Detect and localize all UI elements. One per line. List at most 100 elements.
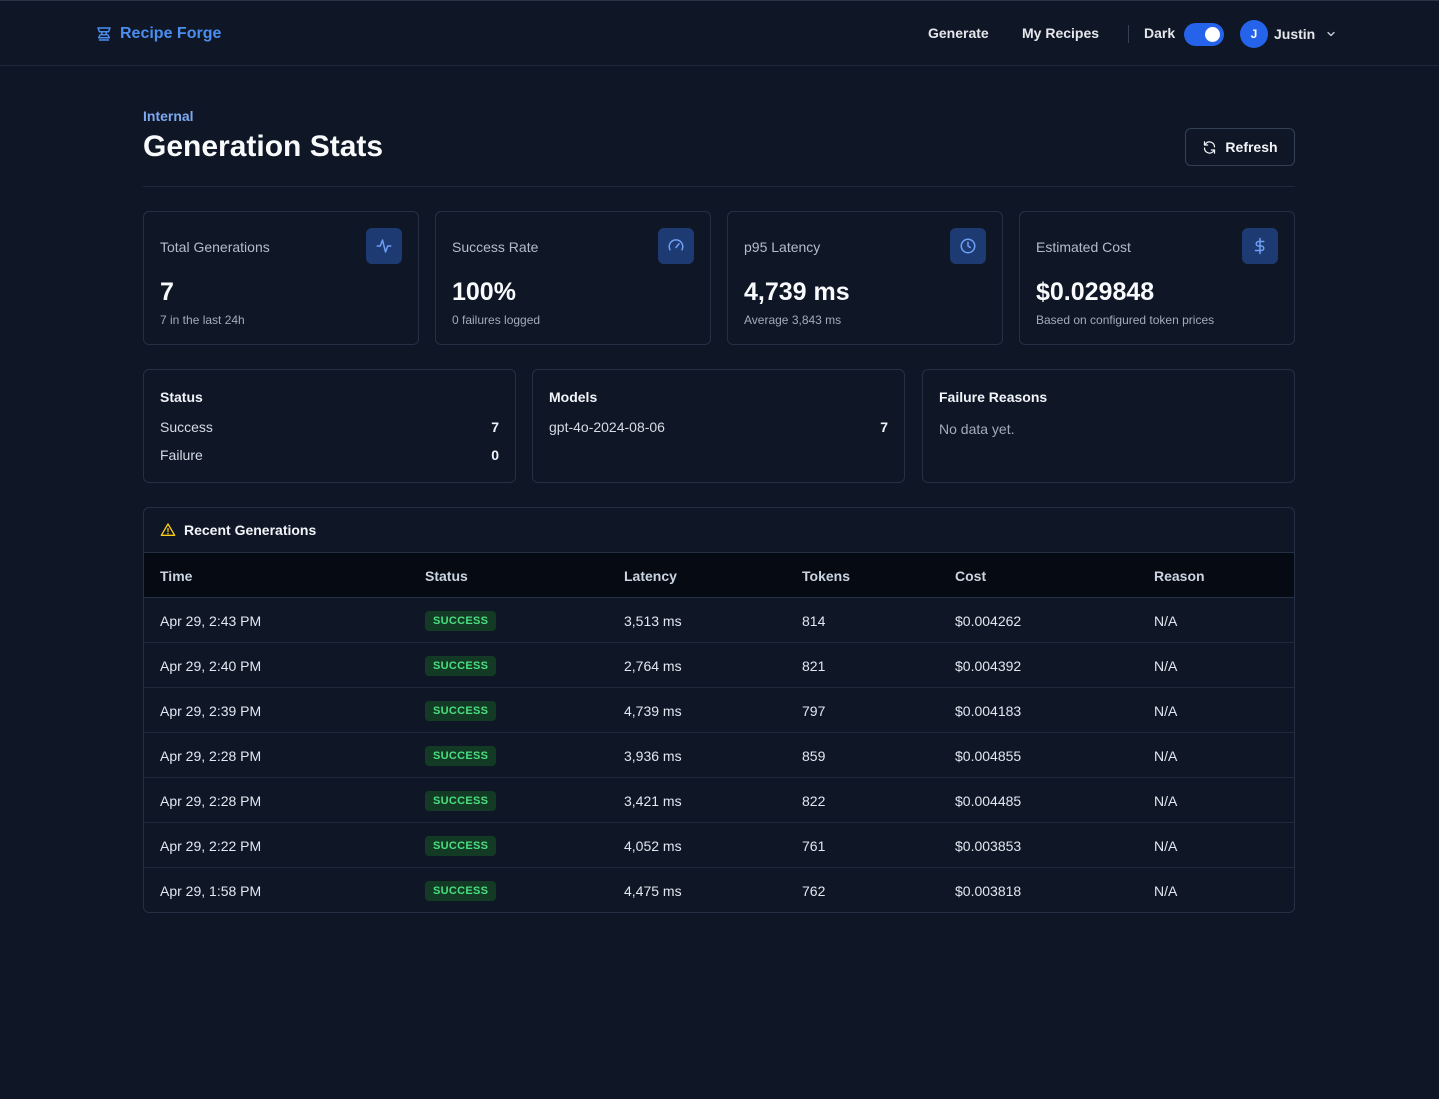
status-badge: SUCCESS (425, 700, 497, 721)
toggle-knob (1205, 27, 1220, 42)
cell-status: SUCCESS (425, 688, 497, 733)
cell-reason: N/A (1154, 612, 1178, 629)
row-label: Failure (160, 447, 203, 463)
stat-subtext: 7 in the last 24h (160, 313, 245, 327)
cell-tokens: 859 (802, 747, 826, 764)
nav-generate[interactable]: Generate (928, 25, 989, 41)
column-header-status[interactable]: Status (425, 567, 468, 584)
stat-label: Success Rate (452, 239, 539, 255)
cell-time: Apr 29, 2:39 PM (160, 702, 262, 719)
empty-state: No data yet. (939, 421, 1015, 437)
row-label: gpt-4o-2024-08-06 (549, 419, 665, 435)
status-badge: SUCCESS (425, 745, 497, 766)
cell-latency: 4,475 ms (624, 882, 682, 899)
cell-latency: 3,513 ms (624, 612, 682, 629)
cell-status: SUCCESS (425, 733, 497, 778)
card-title: Recent Generations (184, 522, 317, 538)
cell-time: Apr 29, 2:28 PM (160, 747, 262, 764)
panel-title: Status (160, 389, 203, 405)
status-row-success: Success 7 (160, 419, 499, 439)
table-row[interactable]: Apr 29, 2:28 PM SUCCESS 3,936 ms 859 $0.0048… (144, 733, 1294, 778)
column-header-latency[interactable]: Latency (624, 567, 677, 584)
cell-tokens: 797 (802, 702, 826, 719)
model-row: gpt-4o-2024-08-06 7 (549, 419, 888, 439)
stat-subtext: Based on configured token prices (1036, 313, 1215, 327)
stat-card-success-rate: Success Rate 100% 0 failures logged (435, 211, 711, 345)
stat-value: 7 (160, 278, 174, 306)
column-header-reason[interactable]: Reason (1154, 567, 1205, 584)
dollar-icon (1242, 228, 1278, 264)
panel-title: Failure Reasons (939, 389, 1048, 405)
table-row[interactable]: Apr 29, 2:40 PM SUCCESS 2,764 ms 821 $0.0043… (144, 643, 1294, 688)
stat-value: 100% (452, 278, 516, 306)
stat-card-estimated-cost: Estimated Cost $0.029848 Based on config… (1019, 211, 1295, 345)
refresh-label: Refresh (1225, 139, 1278, 155)
dark-mode-toggle[interactable] (1184, 23, 1224, 46)
stat-card-total-generations: Total Generations 7 7 in the last 24h (143, 211, 419, 345)
cell-latency: 2,764 ms (624, 657, 682, 674)
status-badge: SUCCESS (425, 655, 497, 676)
cell-time: Apr 29, 2:43 PM (160, 612, 262, 629)
status-badge: SUCCESS (425, 610, 497, 631)
cell-cost: $0.004183 (955, 702, 1022, 719)
status-badge: SUCCESS (425, 790, 497, 811)
card-header: Recent Generations (144, 508, 1294, 553)
warning-icon (160, 523, 176, 536)
nav-my-recipes[interactable]: My Recipes (1022, 25, 1100, 41)
stat-label: Estimated Cost (1036, 239, 1131, 255)
cell-status: SUCCESS (425, 643, 497, 688)
page-title: Generation Stats (143, 130, 384, 163)
cell-time: Apr 29, 2:28 PM (160, 792, 262, 809)
panel-title: Models (549, 389, 598, 405)
cell-cost: $0.004262 (955, 612, 1022, 629)
cell-time: Apr 29, 1:58 PM (160, 882, 262, 899)
cell-reason: N/A (1154, 747, 1178, 764)
table-row[interactable]: Apr 29, 2:39 PM SUCCESS 4,739 ms 797 $0.0041… (144, 688, 1294, 733)
table-row[interactable]: Apr 29, 1:58 PM SUCCESS 4,475 ms 762 $0.0038… (144, 868, 1294, 912)
cell-tokens: 814 (802, 612, 826, 629)
brand-link[interactable]: Recipe Forge (95, 23, 221, 45)
refresh-icon (1204, 140, 1216, 154)
cell-status: SUCCESS (425, 868, 497, 912)
user-menu[interactable]: J Justin (1240, 20, 1337, 48)
row-count: 7 (491, 419, 499, 435)
status-row-failure: Failure 0 (160, 447, 499, 467)
chevron-down-icon (1327, 31, 1335, 37)
table-row[interactable]: Apr 29, 2:22 PM SUCCESS 4,052 ms 761 $0.0038… (144, 823, 1294, 868)
cell-reason: N/A (1154, 657, 1178, 674)
stat-subtext: 0 failures logged (452, 313, 541, 327)
cell-status: SUCCESS (425, 823, 497, 868)
stat-card-p95-latency: p95 Latency 4,739 ms Average 3,843 ms (727, 211, 1003, 345)
table-header: Time Status Latency Tokens Cost Reason (144, 553, 1294, 598)
cell-reason: N/A (1154, 702, 1178, 719)
theme-label: Dark (1144, 25, 1176, 41)
user-name: Justin (1274, 26, 1316, 42)
top-bar: Recipe Forge Generate My Recipes Dark J … (0, 0, 1439, 66)
row-count: 0 (491, 447, 499, 463)
stat-label: p95 Latency (744, 239, 821, 255)
failure-reasons-panel: Failure Reasons No data yet. (922, 369, 1295, 483)
cell-tokens: 761 (802, 837, 826, 854)
table-row[interactable]: Apr 29, 2:43 PM SUCCESS 3,513 ms 814 $0.0042… (144, 598, 1294, 643)
cell-latency: 3,421 ms (624, 792, 682, 809)
stat-label: Total Generations (160, 239, 270, 255)
row-label: Success (160, 419, 213, 435)
recent-generations-card: Recent Generations Time Status Latency T… (143, 507, 1295, 913)
table-row[interactable]: Apr 29, 2:28 PM SUCCESS 3,421 ms 822 $0.0044… (144, 778, 1294, 823)
stat-value: $0.029848 (1036, 278, 1155, 306)
row-count: 7 (880, 419, 888, 435)
cell-cost: $0.004392 (955, 657, 1022, 674)
status-panel: Status Success 7 Failure 0 (143, 369, 516, 483)
cell-tokens: 822 (802, 792, 826, 809)
cell-time: Apr 29, 2:40 PM (160, 657, 262, 674)
refresh-button[interactable]: Refresh (1185, 128, 1295, 166)
nav-divider (1128, 25, 1129, 43)
chef-hat-icon (97, 27, 111, 41)
cell-tokens: 762 (802, 882, 826, 899)
cell-tokens: 821 (802, 657, 826, 674)
column-header-time[interactable]: Time (160, 567, 193, 584)
cell-time: Apr 29, 2:22 PM (160, 837, 262, 854)
models-panel: Models gpt-4o-2024-08-06 7 (532, 369, 905, 483)
column-header-cost[interactable]: Cost (955, 567, 987, 584)
column-header-tokens[interactable]: Tokens (802, 567, 850, 584)
